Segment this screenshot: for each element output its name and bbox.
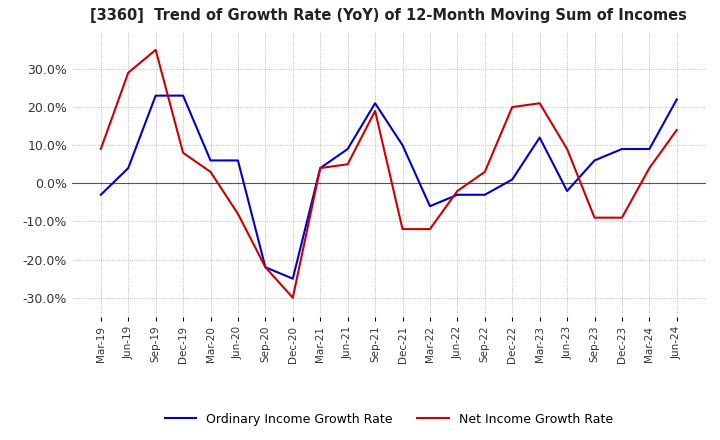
Net Income Growth Rate <box>590 215 599 220</box>
Ordinary Income Growth Rate <box>453 192 462 198</box>
Ordinary Income Growth Rate <box>426 204 434 209</box>
Net Income Growth Rate <box>206 169 215 175</box>
Net Income Growth Rate <box>398 227 407 232</box>
Ordinary Income Growth Rate <box>590 158 599 163</box>
Ordinary Income Growth Rate <box>96 192 105 198</box>
Net Income Growth Rate <box>480 169 489 175</box>
Ordinary Income Growth Rate <box>618 147 626 152</box>
Ordinary Income Growth Rate <box>563 188 572 194</box>
Net Income Growth Rate <box>124 70 132 75</box>
Net Income Growth Rate <box>261 264 270 270</box>
Legend: Ordinary Income Growth Rate, Net Income Growth Rate: Ordinary Income Growth Rate, Net Income … <box>160 408 618 431</box>
Ordinary Income Growth Rate <box>124 165 132 171</box>
Net Income Growth Rate <box>151 47 160 52</box>
Ordinary Income Growth Rate <box>289 276 297 281</box>
Net Income Growth Rate <box>563 147 572 152</box>
Net Income Growth Rate <box>536 101 544 106</box>
Ordinary Income Growth Rate <box>480 192 489 198</box>
Line: Ordinary Income Growth Rate: Ordinary Income Growth Rate <box>101 95 677 279</box>
Net Income Growth Rate <box>179 150 187 155</box>
Ordinary Income Growth Rate <box>398 143 407 148</box>
Ordinary Income Growth Rate <box>536 135 544 140</box>
Ordinary Income Growth Rate <box>672 97 681 102</box>
Title: [3360]  Trend of Growth Rate (YoY) of 12-Month Moving Sum of Incomes: [3360] Trend of Growth Rate (YoY) of 12-… <box>91 7 687 23</box>
Ordinary Income Growth Rate <box>151 93 160 98</box>
Line: Net Income Growth Rate: Net Income Growth Rate <box>101 50 677 298</box>
Net Income Growth Rate <box>672 127 681 132</box>
Ordinary Income Growth Rate <box>508 177 516 182</box>
Net Income Growth Rate <box>233 211 242 216</box>
Net Income Growth Rate <box>453 188 462 194</box>
Ordinary Income Growth Rate <box>179 93 187 98</box>
Ordinary Income Growth Rate <box>645 147 654 152</box>
Ordinary Income Growth Rate <box>316 165 325 171</box>
Ordinary Income Growth Rate <box>371 101 379 106</box>
Ordinary Income Growth Rate <box>233 158 242 163</box>
Net Income Growth Rate <box>96 147 105 152</box>
Net Income Growth Rate <box>508 104 516 110</box>
Net Income Growth Rate <box>426 227 434 232</box>
Net Income Growth Rate <box>289 295 297 301</box>
Ordinary Income Growth Rate <box>206 158 215 163</box>
Net Income Growth Rate <box>343 161 352 167</box>
Net Income Growth Rate <box>371 108 379 114</box>
Net Income Growth Rate <box>645 165 654 171</box>
Net Income Growth Rate <box>618 215 626 220</box>
Ordinary Income Growth Rate <box>343 147 352 152</box>
Ordinary Income Growth Rate <box>261 264 270 270</box>
Net Income Growth Rate <box>316 165 325 171</box>
